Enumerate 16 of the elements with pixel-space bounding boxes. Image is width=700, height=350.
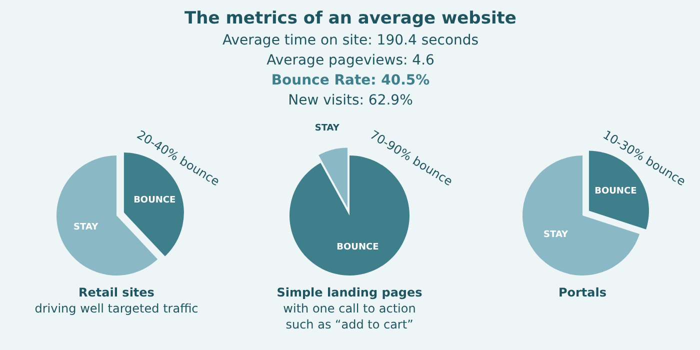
text: New visits: 62.9% bbox=[288, 92, 413, 108]
slice-label: BOUNCE bbox=[594, 186, 637, 196]
text: Bounce Rate: 40.5% bbox=[271, 72, 430, 88]
slice-label: STAY bbox=[314, 123, 340, 134]
text: Average pageviews: 4.6 bbox=[266, 52, 435, 68]
slice-label: BOUNCE bbox=[134, 195, 176, 206]
text: The metrics of an average website bbox=[184, 8, 516, 28]
text: Average time on site: 190.4 seconds bbox=[222, 32, 479, 48]
slice-label: STAY bbox=[544, 230, 569, 240]
text: Retail sites bbox=[78, 286, 154, 300]
text: Portals bbox=[558, 286, 607, 300]
text: Simple landing pages bbox=[276, 286, 422, 300]
text: driving well targeted traffic bbox=[34, 302, 198, 316]
slice-label: BOUNCE bbox=[336, 242, 379, 252]
text: with one call to action such as “add to cart” bbox=[283, 302, 416, 332]
slice-label: STAY bbox=[74, 222, 99, 233]
